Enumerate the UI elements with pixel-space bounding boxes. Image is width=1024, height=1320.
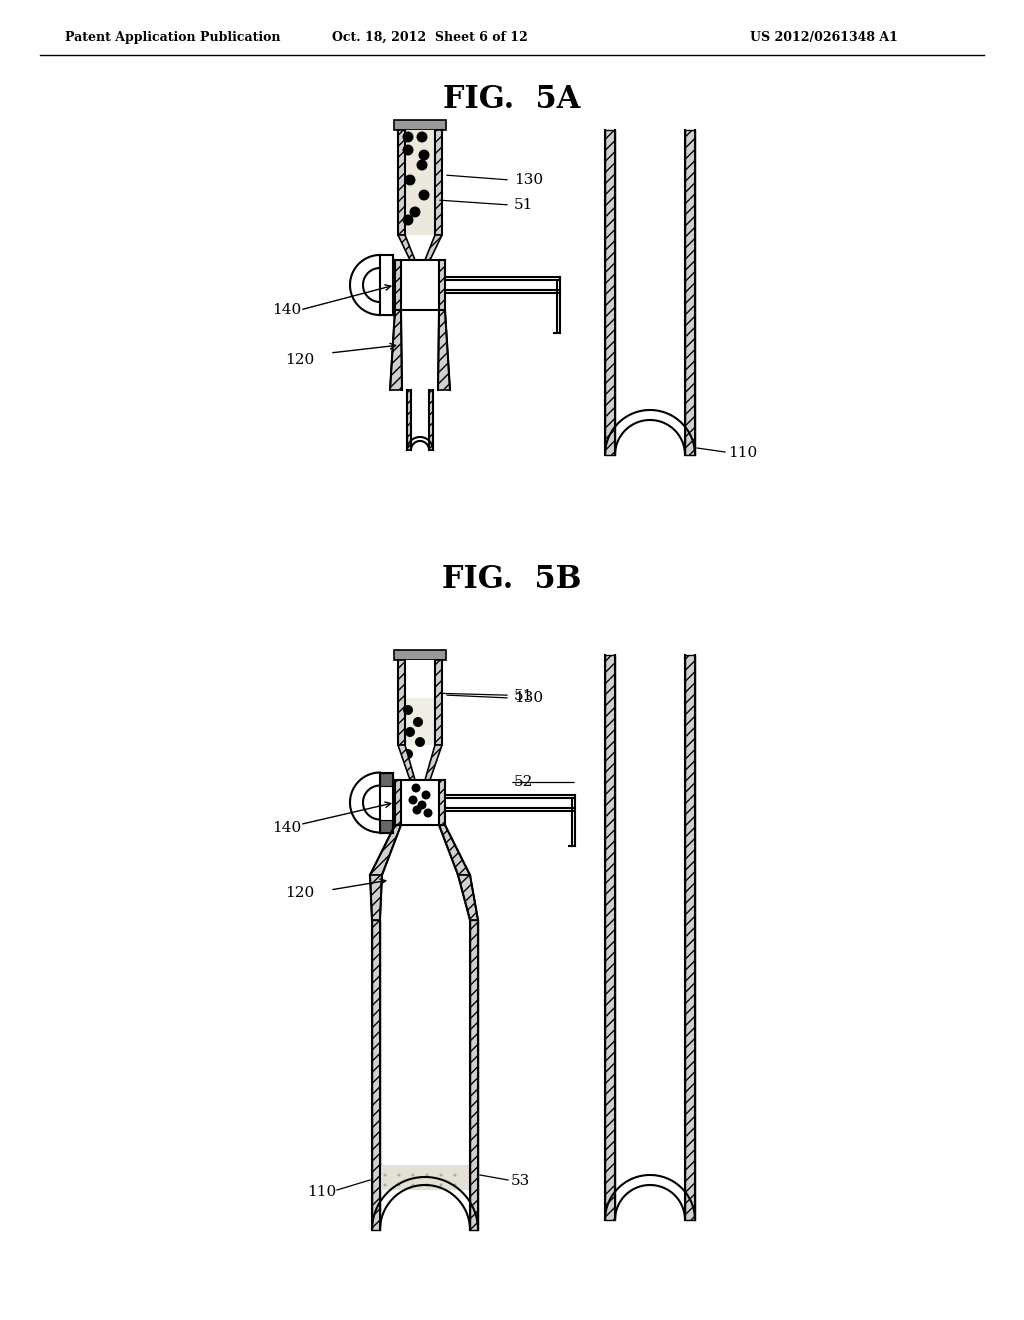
Circle shape <box>403 705 413 715</box>
Bar <box>470 920 478 1230</box>
Polygon shape <box>398 744 415 780</box>
Polygon shape <box>458 875 478 920</box>
Bar <box>380 1166 470 1191</box>
Bar <box>372 920 380 1230</box>
Text: FIG.  5B: FIG. 5B <box>442 565 582 595</box>
Text: FIG.  5A: FIG. 5A <box>443 84 581 116</box>
Text: Oct. 18, 2012  Sheet 6 of 12: Oct. 18, 2012 Sheet 6 of 12 <box>332 30 528 44</box>
Text: 52: 52 <box>514 776 534 789</box>
Circle shape <box>406 727 415 737</box>
Circle shape <box>413 805 422 814</box>
Text: 140: 140 <box>272 821 301 834</box>
Circle shape <box>402 214 414 226</box>
Circle shape <box>412 1184 415 1187</box>
Bar <box>395 260 401 310</box>
Polygon shape <box>350 772 393 833</box>
Bar <box>605 655 615 1220</box>
Bar <box>380 820 393 833</box>
Bar <box>685 655 695 1220</box>
Polygon shape <box>370 875 382 920</box>
Bar <box>380 302 393 315</box>
Circle shape <box>426 1173 428 1176</box>
Bar <box>406 660 435 698</box>
Polygon shape <box>398 235 415 260</box>
Bar <box>398 660 406 744</box>
Polygon shape <box>350 255 393 315</box>
Bar <box>407 389 411 450</box>
Bar <box>394 120 446 129</box>
Circle shape <box>454 1173 457 1176</box>
Circle shape <box>419 190 429 201</box>
Text: US 2012/0261348 A1: US 2012/0261348 A1 <box>750 30 898 44</box>
Polygon shape <box>425 235 442 260</box>
Bar <box>380 772 393 785</box>
Circle shape <box>418 800 427 809</box>
Circle shape <box>422 791 430 800</box>
Bar <box>429 389 433 450</box>
Circle shape <box>439 1184 442 1187</box>
Circle shape <box>417 160 427 170</box>
Circle shape <box>424 808 432 817</box>
Text: 51: 51 <box>514 198 534 213</box>
Bar <box>380 255 393 268</box>
Circle shape <box>426 1184 428 1187</box>
Bar <box>605 129 615 455</box>
Bar <box>435 660 442 744</box>
Circle shape <box>412 784 421 792</box>
Circle shape <box>397 1173 400 1176</box>
Text: 110: 110 <box>307 1185 336 1199</box>
Circle shape <box>419 149 429 161</box>
Bar <box>439 780 445 825</box>
Text: 140: 140 <box>272 304 301 317</box>
Bar <box>398 129 406 235</box>
Circle shape <box>439 1173 442 1176</box>
Circle shape <box>402 132 414 143</box>
Text: 130: 130 <box>514 690 543 705</box>
Circle shape <box>415 737 425 747</box>
Text: 51: 51 <box>514 689 534 704</box>
Circle shape <box>403 748 413 759</box>
Circle shape <box>384 1173 386 1176</box>
Bar <box>394 649 446 660</box>
Polygon shape <box>438 310 450 389</box>
Text: 130: 130 <box>514 173 543 187</box>
Text: Patent Application Publication: Patent Application Publication <box>65 30 281 44</box>
Bar <box>435 129 442 235</box>
Text: 110: 110 <box>728 446 758 459</box>
Polygon shape <box>439 825 470 875</box>
Bar <box>395 780 401 825</box>
Circle shape <box>384 1184 386 1187</box>
Circle shape <box>417 132 427 143</box>
Polygon shape <box>390 310 402 389</box>
Text: 120: 120 <box>285 352 314 367</box>
Circle shape <box>409 796 418 804</box>
Circle shape <box>404 174 416 186</box>
Bar <box>406 698 435 744</box>
Bar <box>406 129 435 235</box>
Polygon shape <box>425 744 442 780</box>
Bar <box>685 129 695 455</box>
Text: 53: 53 <box>511 1173 530 1188</box>
Circle shape <box>397 1184 400 1187</box>
Circle shape <box>454 1184 457 1187</box>
Text: 120: 120 <box>285 886 314 900</box>
Polygon shape <box>370 825 401 875</box>
Bar <box>439 260 445 310</box>
Circle shape <box>410 206 421 218</box>
Circle shape <box>413 717 423 727</box>
Circle shape <box>402 144 414 156</box>
Circle shape <box>412 1173 415 1176</box>
